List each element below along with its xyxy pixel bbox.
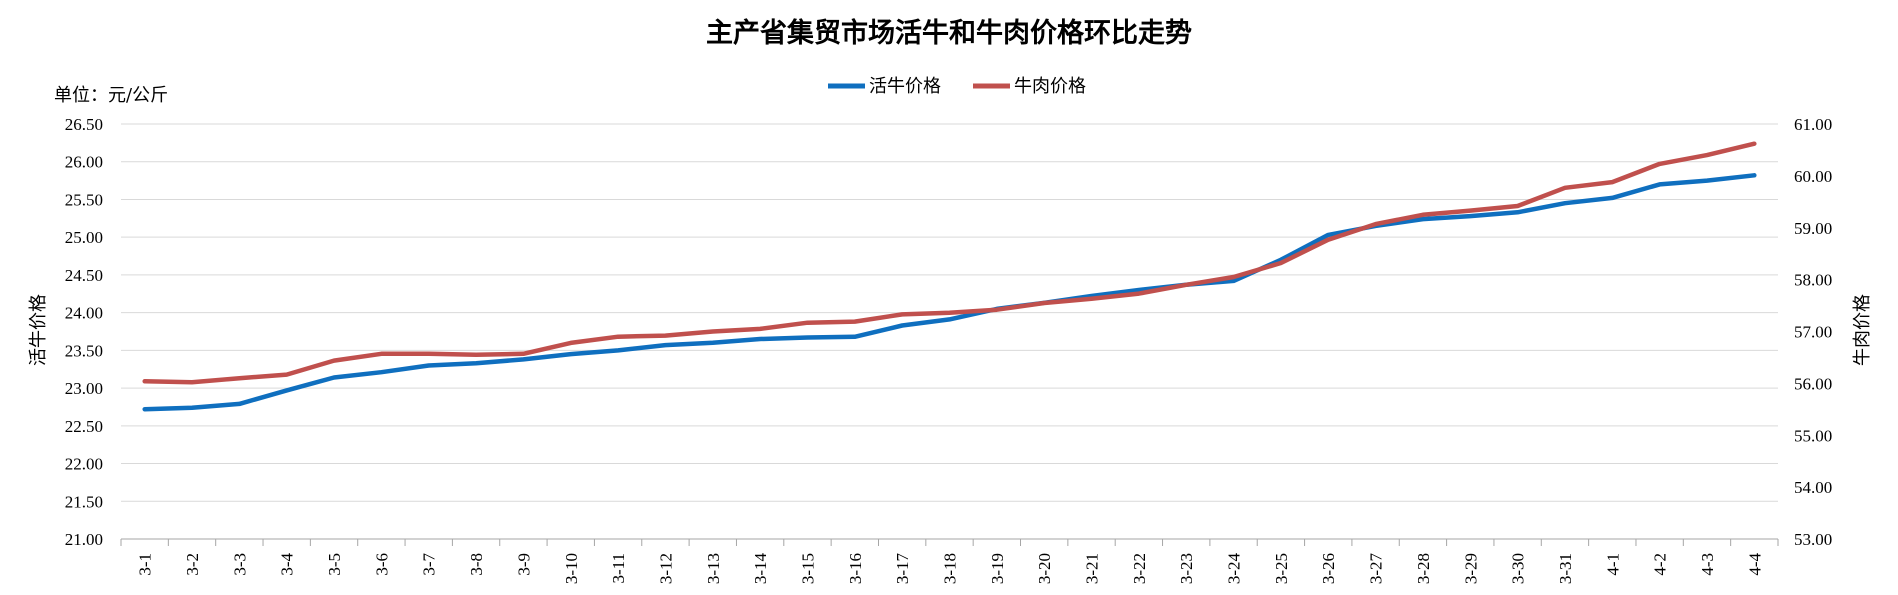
unit-label: 单位：元/公斤: [54, 85, 168, 106]
x-tick-label: 3-3: [230, 553, 249, 576]
x-axis-ticks: 3-1 3-2 3-3 3-4 3-5 3-6 3-7 3-8 3-9 3-10 3-11 3-12 3…: [136, 553, 1765, 585]
axes: [120, 538, 1779, 546]
left-tick-label: 24.00: [65, 304, 103, 323]
x-tick-label: 3-23: [1177, 553, 1196, 584]
left-tick-label: 26.50: [65, 115, 103, 134]
series-line-beef: [142, 141, 1757, 385]
legend-label-beef: 牛肉价格: [1014, 76, 1086, 97]
x-tick-label: 3-6: [372, 553, 391, 576]
left-tick-label: 25.50: [65, 190, 103, 209]
left-axis-title: 活牛价格: [28, 294, 49, 366]
legend: 活牛价格 牛肉价格: [828, 76, 1086, 97]
x-tick-label: 4-2: [1651, 553, 1670, 576]
series-lines: [142, 141, 1757, 412]
x-tick-label: 3-11: [609, 553, 628, 584]
x-tick-label: 4-1: [1603, 553, 1622, 576]
x-tick-label: 3-20: [1035, 553, 1054, 584]
x-tick-label: 3-24: [1225, 553, 1244, 585]
right-tick-label: 58.00: [1794, 271, 1832, 290]
left-tick-label: 24.50: [65, 266, 103, 285]
x-tick-label: 3-18: [941, 553, 960, 584]
x-tick-label: 3-22: [1130, 553, 1149, 584]
x-tick-label: 3-31: [1556, 553, 1575, 584]
legend-label-live-cattle: 活牛价格: [869, 76, 941, 97]
x-tick-label: 4-3: [1698, 553, 1717, 576]
x-tick-label: 3-15: [798, 553, 817, 584]
right-tick-label: 55.00: [1794, 426, 1832, 445]
left-axis-ticks: 21.00 21.50 22.00 22.50 23.00 23.50 24.00 24.50…: [65, 115, 103, 549]
series-line-live-cattle: [142, 173, 1757, 412]
x-tick-label: 4-4: [1745, 553, 1764, 576]
right-tick-label: 60.00: [1794, 167, 1832, 186]
left-tick-label: 23.00: [65, 379, 103, 398]
x-tick-label: 3-27: [1367, 553, 1386, 585]
x-tick-label: 3-4: [278, 553, 297, 576]
chart-title: 主产省集贸市场活牛和牛肉价格环比走势: [706, 17, 1192, 49]
x-tick-label: 3-1: [136, 553, 155, 576]
x-tick-label: 3-10: [562, 553, 581, 584]
x-tick-label: 3-14: [751, 553, 770, 585]
x-tick-label: 3-13: [704, 553, 723, 584]
x-tick-label: 3-16: [846, 553, 865, 584]
right-tick-label: 56.00: [1794, 374, 1832, 393]
right-tick-label: 59.00: [1794, 219, 1832, 238]
x-tick-label: 3-26: [1319, 553, 1338, 584]
x-tick-label: 3-17: [893, 553, 912, 585]
right-tick-label: 53.00: [1794, 530, 1832, 549]
left-tick-label: 23.50: [65, 341, 103, 360]
left-tick-label: 22.50: [65, 417, 103, 436]
x-tick-label: 3-12: [656, 553, 675, 584]
x-tick-label: 3-29: [1461, 553, 1480, 584]
x-tick-label: 3-19: [988, 553, 1007, 584]
x-tick-label: 3-8: [467, 553, 486, 576]
x-tick-label: 3-30: [1509, 553, 1528, 584]
right-axis-title: 牛肉价格: [1852, 294, 1873, 366]
left-tick-label: 21.50: [65, 492, 103, 511]
x-tick-label: 3-7: [420, 553, 439, 576]
left-tick-label: 26.00: [65, 153, 103, 172]
right-tick-label: 57.00: [1794, 323, 1832, 342]
x-tick-label: 3-2: [183, 553, 202, 576]
left-tick-label: 22.00: [65, 455, 103, 474]
left-tick-label: 21.00: [65, 530, 103, 549]
x-tick-label: 3-9: [514, 553, 533, 576]
x-tick-label: 3-28: [1414, 553, 1433, 584]
right-tick-label: 54.00: [1794, 478, 1832, 497]
x-tick-label: 3-25: [1272, 553, 1291, 584]
x-tick-label: 3-21: [1083, 553, 1102, 584]
left-tick-label: 25.00: [65, 228, 103, 247]
right-tick-label: 61.00: [1794, 115, 1832, 134]
right-axis-ticks: 53.00 54.00 55.00 56.00 57.00 58.00 59.00 60.00…: [1794, 115, 1832, 549]
x-tick-label: 3-5: [325, 553, 344, 576]
